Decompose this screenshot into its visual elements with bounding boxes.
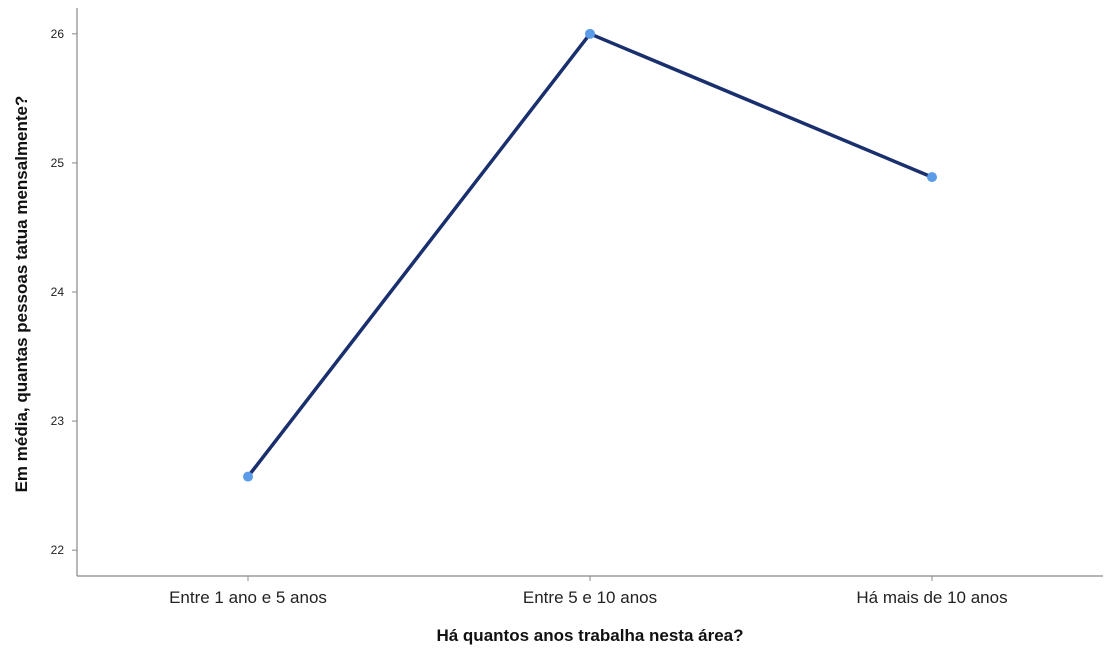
y-tick-label: 24 bbox=[51, 285, 65, 299]
x-category-label: Entre 5 e 10 anos bbox=[523, 588, 657, 607]
data-point bbox=[585, 28, 595, 39]
series-line bbox=[246, 32, 934, 479]
data-point bbox=[927, 172, 937, 183]
x-axis-title: Há quantos anos trabalha nesta área? bbox=[436, 626, 743, 645]
y-tick-label: 22 bbox=[51, 543, 65, 557]
series-layer bbox=[243, 28, 937, 482]
x-category-label: Há mais de 10 anos bbox=[856, 588, 1007, 607]
data-point bbox=[243, 471, 253, 482]
y-tick-label: 25 bbox=[51, 156, 65, 170]
y-axis-title: Em média, quantas pessoas tatua mensalme… bbox=[12, 96, 31, 493]
x-axis: Entre 1 ano e 5 anos Entre 5 e 10 anos Há … bbox=[77, 575, 1103, 607]
y-tick-label: 26 bbox=[51, 27, 65, 41]
y-tick-label: 23 bbox=[51, 414, 65, 428]
y-axis: 22 23 24 25 26 bbox=[51, 8, 78, 576]
x-category-label: Entre 1 ano e 5 anos bbox=[169, 588, 327, 607]
